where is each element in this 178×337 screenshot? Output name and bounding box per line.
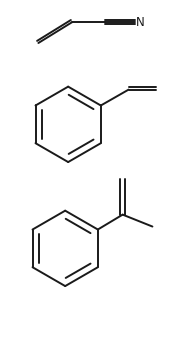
Text: N: N [136,16,144,29]
